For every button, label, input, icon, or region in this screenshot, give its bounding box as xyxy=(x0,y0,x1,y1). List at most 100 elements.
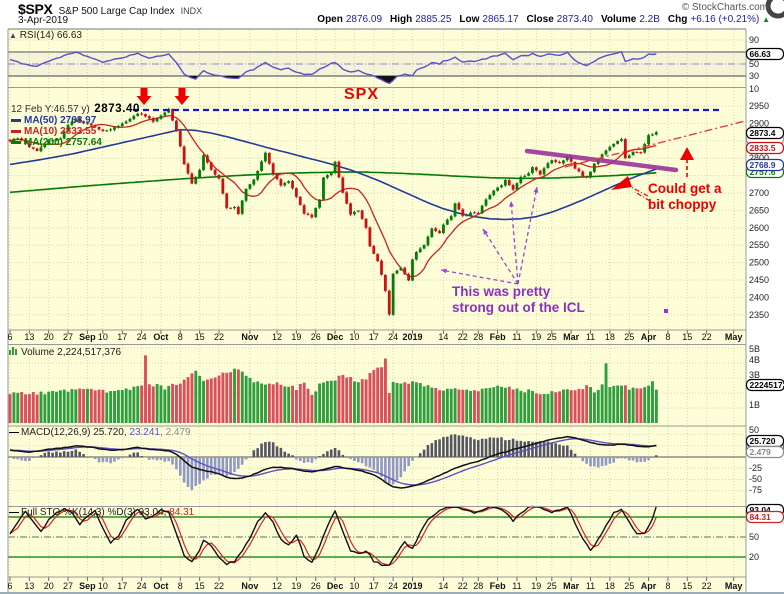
candle-body xyxy=(16,138,20,140)
volume-bar xyxy=(403,382,407,423)
x-axis-label: 11 xyxy=(512,581,521,591)
y-axis-label: 5B xyxy=(749,344,760,354)
macd-hist-bar xyxy=(453,434,457,457)
y-axis-label: 2650 xyxy=(749,205,769,215)
macd-hist-bar xyxy=(585,457,588,464)
x-axis-label: 13 xyxy=(24,581,34,591)
candle-body xyxy=(356,210,360,212)
x-axis-label: 14 xyxy=(438,581,448,591)
volume-bar xyxy=(51,390,55,423)
volume-bar xyxy=(418,383,422,423)
macd-hist-bar xyxy=(573,453,577,457)
x-axis-label: 11 xyxy=(586,581,595,591)
volume-bar xyxy=(519,390,523,423)
icl-arrow-head xyxy=(483,229,488,235)
macd-hist-bar xyxy=(616,457,619,459)
last-price: 2873.40 xyxy=(94,103,140,115)
volume-bar xyxy=(360,379,364,423)
quote-volume: Volume 2.2B xyxy=(600,14,660,25)
legend-ma10: MA(10) 2833.55 xyxy=(11,126,140,137)
candle-body xyxy=(442,224,445,234)
macd-hist-bar xyxy=(329,449,333,457)
candle-body xyxy=(171,109,174,121)
candle-body xyxy=(592,163,596,172)
x-axis-label: 24 xyxy=(388,581,398,591)
macd-hist-bar xyxy=(47,451,50,457)
y-axis-label: 1B xyxy=(749,400,760,410)
volume-bar xyxy=(387,392,391,423)
candle-body xyxy=(217,175,221,179)
candle-body xyxy=(78,118,82,122)
rsi-label-text: RSI(14) 66.63 xyxy=(19,30,82,41)
x-axis-label: Oct xyxy=(153,332,168,342)
choppy-annotation: Could get a bit choppy xyxy=(648,181,722,212)
volume-bar xyxy=(372,370,376,423)
volume-bar xyxy=(654,389,658,423)
macd-hist-bar xyxy=(291,455,294,457)
macd-hist-bar xyxy=(117,457,120,460)
macd-hist-bar xyxy=(476,440,480,457)
volume-bar xyxy=(325,381,329,423)
macd-hist-bar xyxy=(550,442,554,457)
macd-hist-bar xyxy=(225,457,229,477)
volume-bar xyxy=(264,384,267,423)
volume-bar xyxy=(283,386,287,423)
candle-body xyxy=(519,176,523,184)
volume-bar xyxy=(383,358,387,423)
volume-bar xyxy=(534,393,538,423)
candle-body xyxy=(631,151,635,156)
candle-body xyxy=(616,141,619,144)
y-axis-label: 2400 xyxy=(749,292,769,302)
volume-bar xyxy=(434,387,438,423)
candle-body xyxy=(391,273,395,315)
volume-bar xyxy=(492,387,496,423)
top-reversal-arrow xyxy=(136,88,152,105)
sto-panel-label: — Full STO %K(14,3) %D(3) 93.04, 84.31 xyxy=(9,507,194,518)
macd-hist-bar xyxy=(531,441,534,457)
macd-hist-bar xyxy=(523,441,527,457)
annotation-dot xyxy=(664,309,668,313)
volume-bar xyxy=(151,386,155,423)
volume-bar xyxy=(500,386,503,423)
candle-body xyxy=(639,152,643,154)
volume-bar xyxy=(604,363,608,423)
volume-bar xyxy=(546,393,550,423)
candle-body xyxy=(372,245,376,254)
macd-hist-bar xyxy=(596,457,600,468)
volume-bar xyxy=(457,389,461,423)
value-box-text: 93.04 xyxy=(750,505,772,515)
macd-hist-bar xyxy=(213,457,217,475)
x-axis-label: 10 xyxy=(98,581,108,591)
volume-bar xyxy=(105,392,109,423)
macd-hist-bar xyxy=(635,457,639,463)
icl-arrow-line xyxy=(517,186,538,285)
volume-bar xyxy=(627,389,631,423)
macd-hist-bar xyxy=(360,457,364,464)
volume-bar xyxy=(569,390,573,423)
volume-bar xyxy=(20,391,24,423)
x-axis-label: 8 xyxy=(665,332,670,342)
macd-hist-bar xyxy=(155,457,159,461)
macd-hist-bar xyxy=(562,445,565,457)
y-axis-label: -75 xyxy=(749,485,762,495)
volume-bar xyxy=(438,390,442,423)
macd-hist-bar xyxy=(554,443,557,457)
sto-k-line xyxy=(9,505,657,566)
candle-body xyxy=(430,228,434,238)
candle-body xyxy=(66,124,70,132)
macd-hist-bar xyxy=(20,457,23,461)
volume-bar xyxy=(442,390,445,423)
y-axis-label: -50 xyxy=(749,474,762,484)
volume-bar xyxy=(507,386,511,423)
volume-bar xyxy=(248,377,252,423)
x-axis-label: 25 xyxy=(547,581,557,591)
volume-bar xyxy=(190,373,194,423)
x-axis-label: 17 xyxy=(117,332,127,342)
macd-hist-bar xyxy=(411,457,414,461)
candle-body xyxy=(414,252,418,260)
macd-hist-bar xyxy=(651,457,654,458)
volume-bar xyxy=(240,371,244,423)
macd-hist-bar xyxy=(8,457,12,458)
volume-bar xyxy=(577,388,581,423)
macd-hist-bar xyxy=(16,457,20,460)
